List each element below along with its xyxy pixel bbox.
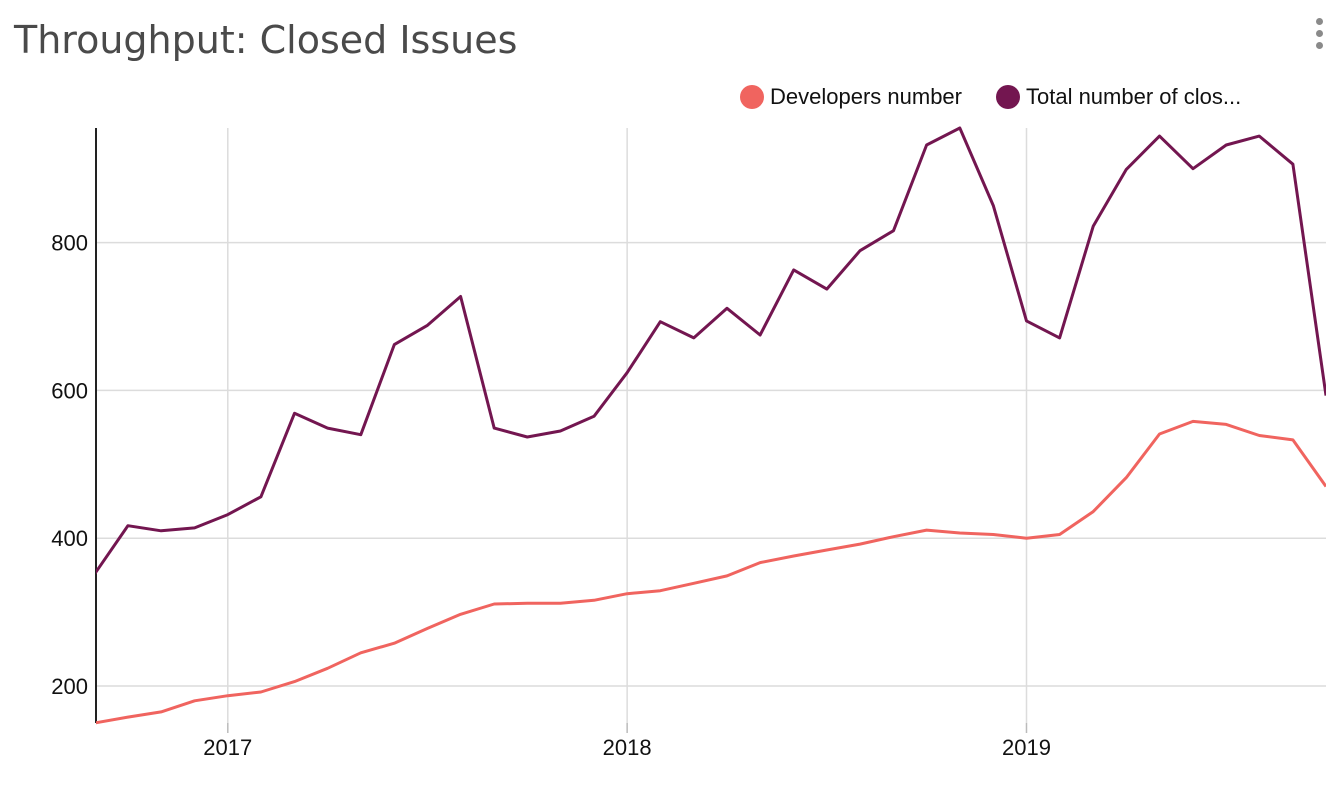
y-tick-label-800: 800 [51, 231, 88, 256]
more-options-icon[interactable] [1312, 16, 1328, 52]
series-line-closed-issues[interactable] [95, 126, 1326, 575]
legend-label-closed-issues: Total number of clos... [1025, 84, 1242, 109]
series-line-developers[interactable] [95, 419, 1326, 725]
chart-title: Throughput: Closed Issues [14, 18, 518, 62]
y-tick-label-200: 200 [51, 674, 88, 699]
y-tick-label-400: 400 [51, 526, 88, 551]
x-tick-label-2018: 2018 [603, 735, 652, 760]
y-tick-label-600: 600 [51, 378, 88, 403]
chart-legend: Developers number Total number of clos..… [740, 84, 1275, 110]
x-tick-label-2017: 2017 [203, 735, 252, 760]
legend-item-closed-issues[interactable]: Total number of clos... [995, 84, 1242, 110]
x-tick-label-2019: 2019 [1002, 735, 1051, 760]
legend-dot-closed-issues [995, 85, 1020, 109]
legend-item-developers[interactable]: Developers number [740, 84, 962, 110]
legend-dot-developers [740, 85, 764, 109]
legend-label-developers: Developers number [770, 84, 962, 109]
